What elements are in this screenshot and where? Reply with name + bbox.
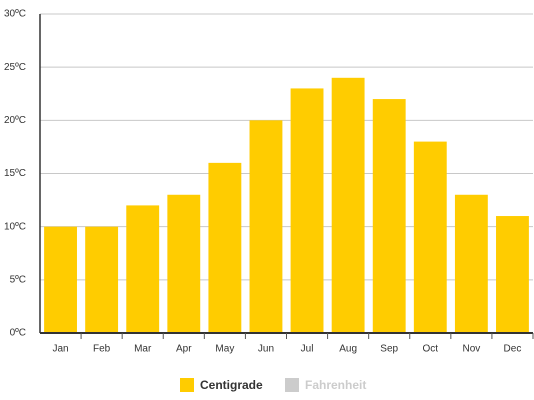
x-tick-label: Dec: [504, 344, 522, 355]
legend-swatch: [180, 378, 194, 392]
bar: [454, 194, 488, 333]
bar: [249, 120, 283, 333]
bar: [496, 216, 529, 333]
x-tick-label: May: [215, 344, 234, 355]
bar: [167, 194, 201, 333]
bar: [290, 88, 324, 333]
legend-label: Centigrade: [200, 378, 263, 392]
x-tick-label: Jun: [258, 344, 274, 355]
bar: [44, 226, 77, 333]
bar: [208, 162, 242, 333]
bar: [372, 99, 406, 333]
bar: [126, 205, 160, 333]
x-tick-label: Apr: [176, 344, 192, 355]
bar: [85, 226, 119, 333]
bar: [413, 141, 447, 333]
x-tick-label: Jul: [301, 344, 314, 355]
y-tick-label: 0ºC: [10, 328, 26, 339]
y-tick-label: 10ºC: [4, 221, 26, 232]
y-tick-label: 30ºC: [4, 9, 26, 20]
legend-swatch: [285, 378, 299, 392]
legend-label: Fahrenheit: [305, 378, 366, 392]
x-tick-label: Sep: [380, 344, 398, 355]
x-tick-label: Jan: [52, 344, 68, 355]
y-tick-label: 5ºC: [10, 274, 26, 285]
x-tick-label: Mar: [134, 344, 152, 355]
y-tick-label: 20ºC: [4, 115, 26, 126]
y-tick-label: 25ºC: [4, 62, 26, 73]
bar: [331, 77, 365, 333]
x-tick-label: Nov: [462, 344, 480, 355]
x-tick-label: Aug: [339, 344, 357, 355]
x-tick-label: Feb: [93, 344, 111, 355]
y-tick-label: 15ºC: [4, 168, 26, 179]
x-tick-label: Oct: [423, 344, 439, 355]
